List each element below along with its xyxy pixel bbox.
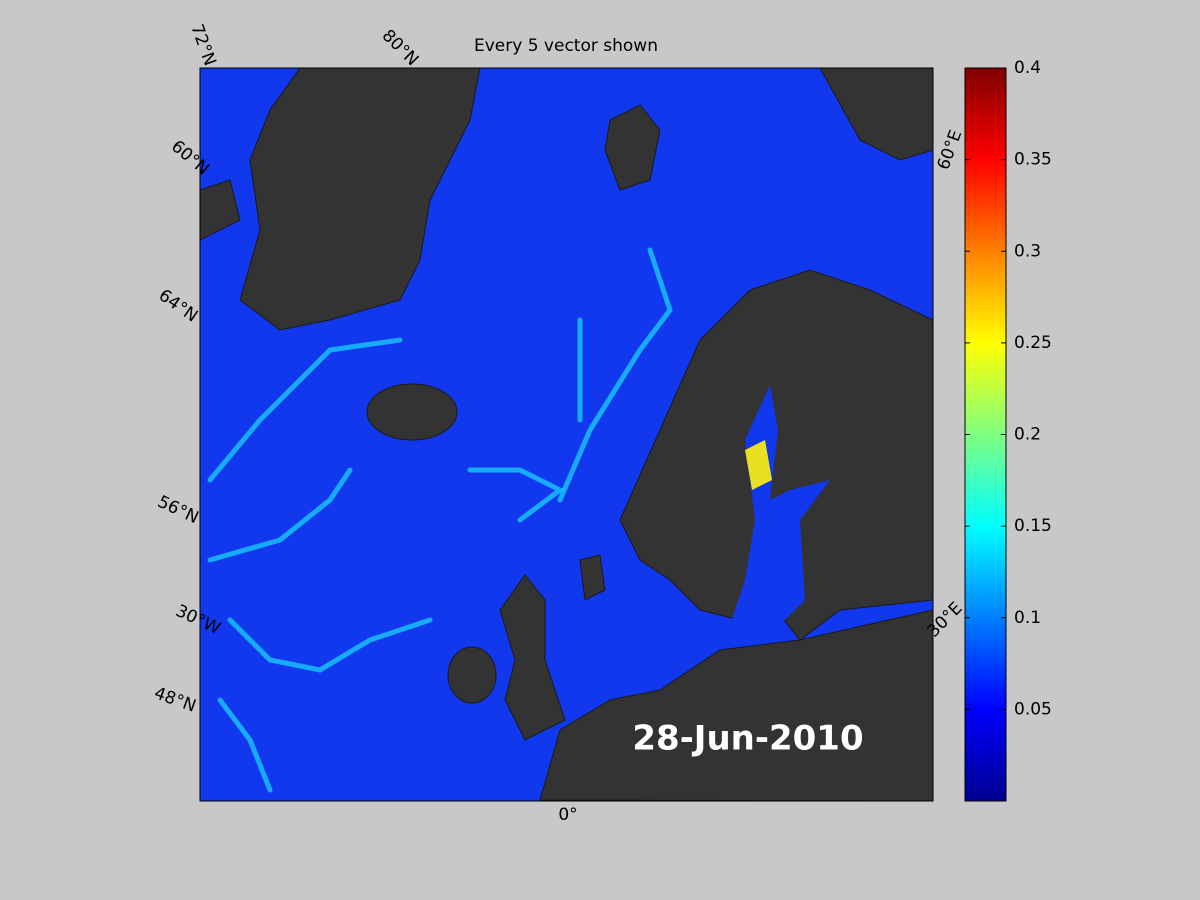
land <box>604 104 661 191</box>
graticule-label: 64°N <box>155 286 202 327</box>
current <box>467 467 565 523</box>
graticule-label: 72°N <box>186 21 219 68</box>
current <box>217 697 273 793</box>
sea-highlight <box>745 440 772 490</box>
colorbar-tick-label: 0.3 <box>1014 241 1041 261</box>
current <box>207 467 353 563</box>
colorbar-tick-label: 0.1 <box>1014 608 1041 628</box>
colorbar-tick-label: 0.35 <box>1014 150 1052 170</box>
colorbar-tick-label: 0.2 <box>1014 425 1041 445</box>
land <box>619 269 933 641</box>
graticule-label: 60°E <box>934 127 967 172</box>
colorbar-tick-label: 0.05 <box>1014 699 1052 719</box>
current <box>557 247 673 503</box>
graticule-label: 0° <box>558 805 577 825</box>
graticule-label: 80°N <box>378 26 422 70</box>
land <box>579 554 606 601</box>
colorbar-tick-label: 0.4 <box>1014 58 1041 78</box>
graticule-label: 48°N <box>151 683 198 716</box>
land <box>200 179 241 241</box>
map-frame <box>199 67 934 802</box>
land <box>366 383 458 441</box>
land <box>447 646 497 704</box>
land <box>819 68 933 161</box>
land <box>539 609 933 801</box>
land <box>239 68 481 331</box>
graticule-label: 56°N <box>154 492 201 528</box>
colorbar <box>964 67 1007 802</box>
map-area <box>200 68 933 801</box>
map-title: Every 5 vector shown <box>474 36 658 56</box>
current <box>227 617 433 673</box>
land <box>499 574 566 741</box>
date-label: 28-Jun-2010 <box>632 719 863 759</box>
colorbar-tick-label: 0.15 <box>1014 516 1052 536</box>
colorbar-tick-label: 0.25 <box>1014 333 1052 353</box>
current <box>207 337 403 483</box>
